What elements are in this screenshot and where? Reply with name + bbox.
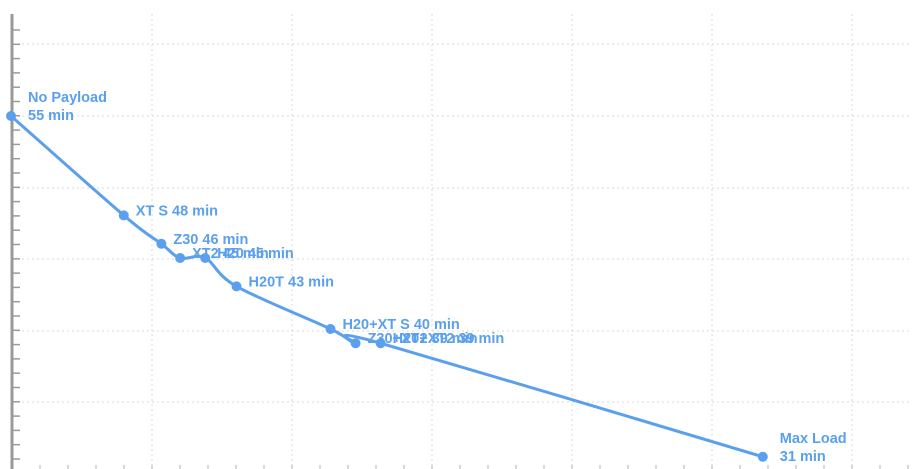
y-axis-ticks	[12, 29, 909, 469]
data-point-label: Z30+XT2 39 min	[368, 331, 478, 347]
data-points: No Payload 55 min XT S 48 min Z30 46 minXT2…	[6, 90, 847, 465]
data-point-label: H20+XT S 40 min	[343, 317, 460, 333]
data-point-label: Z30 46 min	[173, 232, 248, 248]
data-point-marker	[156, 238, 167, 249]
data-point-marker	[231, 281, 242, 292]
data-point-marker	[200, 253, 211, 263]
data-point-marker	[6, 111, 16, 121]
data-point-marker	[175, 253, 186, 263]
data-point-marker	[325, 324, 336, 334]
grid-lines	[12, 14, 912, 469]
data-point-label: H20+XT2 39 min	[393, 331, 505, 347]
data-point-marker	[350, 338, 361, 349]
data-point-value: 31 min	[780, 449, 826, 465]
data-point-label: No Payload	[28, 90, 107, 106]
data-point-marker	[118, 210, 129, 221]
flight-time-curve	[10, 114, 764, 459]
data-point-label: XT S 48 min	[136, 203, 218, 219]
data-point-marker	[757, 451, 768, 462]
data-point-label: H20T 43 min	[249, 274, 334, 290]
data-point-label: H20 45 min	[217, 246, 294, 262]
data-point-value: 55 min	[28, 108, 74, 124]
data-point-label: Max Load	[780, 431, 847, 447]
data-point-marker	[375, 338, 386, 349]
data-point-label: XT2 45 min	[192, 246, 269, 262]
